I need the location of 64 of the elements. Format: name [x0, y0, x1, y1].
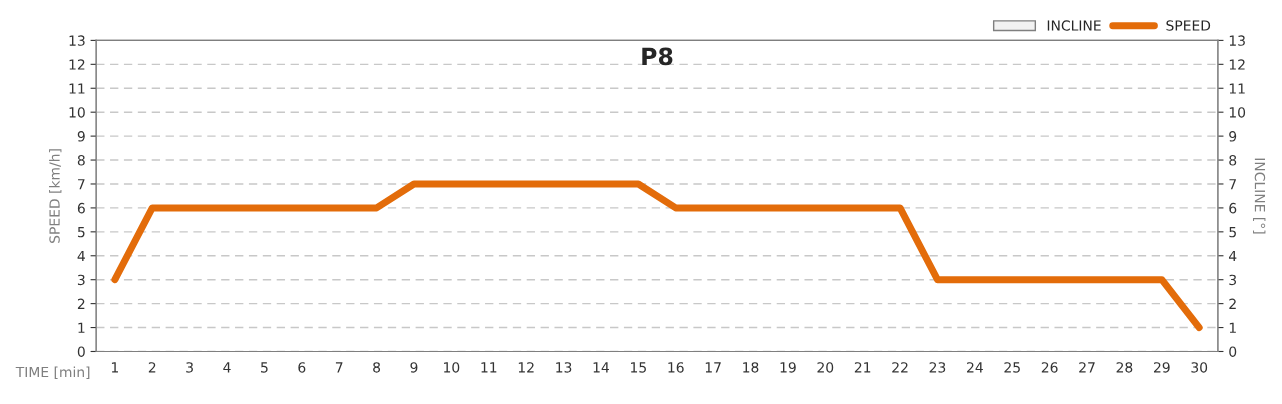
- y2-tick-label: 12: [1229, 59, 1245, 70]
- x-tick-label: 18: [743, 362, 759, 373]
- y2-tick-label: 10: [1229, 107, 1246, 118]
- x-tick-label: 14: [593, 362, 609, 373]
- y-tick-label: 0: [77, 346, 85, 357]
- x-axis-title: TIME [min]: [15, 366, 90, 379]
- x-tick-label: 3: [186, 362, 193, 373]
- y-tick-label: 7: [78, 179, 85, 190]
- x-tick-label: 4: [223, 362, 231, 373]
- y-tick-label: 3: [77, 274, 85, 286]
- x-tick-label: 2: [148, 362, 156, 373]
- x-tick-label: 8: [373, 362, 381, 373]
- y2-tick-label: 11: [1229, 83, 1245, 94]
- y-tick-label: 9: [77, 131, 85, 142]
- x-tick-label: 5: [261, 362, 268, 373]
- y-axis-title: SPEED [km/h]: [49, 149, 62, 243]
- y-tick-label: 5: [77, 226, 85, 238]
- x-tick-label: 9: [410, 362, 418, 373]
- y2-tick-label: 1: [1229, 322, 1236, 333]
- y2-tick-label: 3: [1229, 274, 1237, 286]
- y-tick-label: 13: [69, 35, 85, 46]
- y-tick-label: 8: [77, 155, 85, 166]
- y-tick-label: 10: [69, 107, 85, 118]
- x-tick-label: 28: [1116, 362, 1133, 373]
- y2-tick-label: 6: [1229, 202, 1237, 214]
- y2-tick-label: 0: [1229, 346, 1237, 357]
- y2-tick-label: 9: [1229, 131, 1237, 142]
- x-tick-label: 23: [929, 362, 946, 373]
- y2-tick-label: 8: [1229, 155, 1237, 166]
- y-tick-label: 2: [77, 298, 85, 309]
- x-tick-label: 13: [556, 362, 572, 373]
- x-tick-label: 10: [444, 362, 460, 373]
- y-tick-label: 1: [78, 322, 85, 333]
- x-tick-label: 26: [1041, 362, 1058, 373]
- x-tick-label: 27: [1079, 362, 1095, 373]
- legend-label: INCLINE: [1047, 20, 1101, 31]
- x-tick-label: 21: [854, 362, 871, 373]
- chart-title: P8: [642, 47, 673, 66]
- x-tick-label: 30: [1191, 362, 1208, 373]
- legend-label: SPEED: [1166, 20, 1211, 31]
- x-tick-label: 12: [518, 362, 534, 373]
- y2-tick-label: 5: [1229, 226, 1236, 238]
- y2-tick-label: 2: [1229, 298, 1236, 309]
- x-tick-label: 22: [892, 362, 908, 373]
- y2-tick-label: 13: [1229, 35, 1245, 46]
- x-tick-label: 1: [111, 362, 118, 373]
- x-tick-label: 20: [817, 362, 834, 373]
- y2-axis-title: INCLINE [°]: [1253, 158, 1266, 234]
- x-tick-label: 19: [780, 362, 796, 373]
- x-tick-label: 7: [335, 362, 343, 373]
- x-tick-label: 17: [705, 362, 721, 373]
- y-tick-label: 11: [69, 83, 85, 94]
- x-tick-label: 11: [481, 362, 497, 373]
- y-tick-label: 4: [77, 250, 85, 262]
- y-tick-label: 6: [77, 202, 85, 214]
- x-tick-label: 29: [1153, 362, 1170, 373]
- x-tick-label: 24: [967, 362, 983, 373]
- x-tick-label: 25: [1004, 362, 1020, 373]
- x-tick-label: 16: [668, 362, 684, 373]
- x-tick-label: 15: [631, 362, 646, 373]
- y2-tick-label: 7: [1229, 179, 1236, 190]
- x-tick-label: 6: [298, 362, 306, 373]
- y-tick-label: 12: [69, 59, 85, 70]
- y2-tick-label: 4: [1229, 250, 1237, 262]
